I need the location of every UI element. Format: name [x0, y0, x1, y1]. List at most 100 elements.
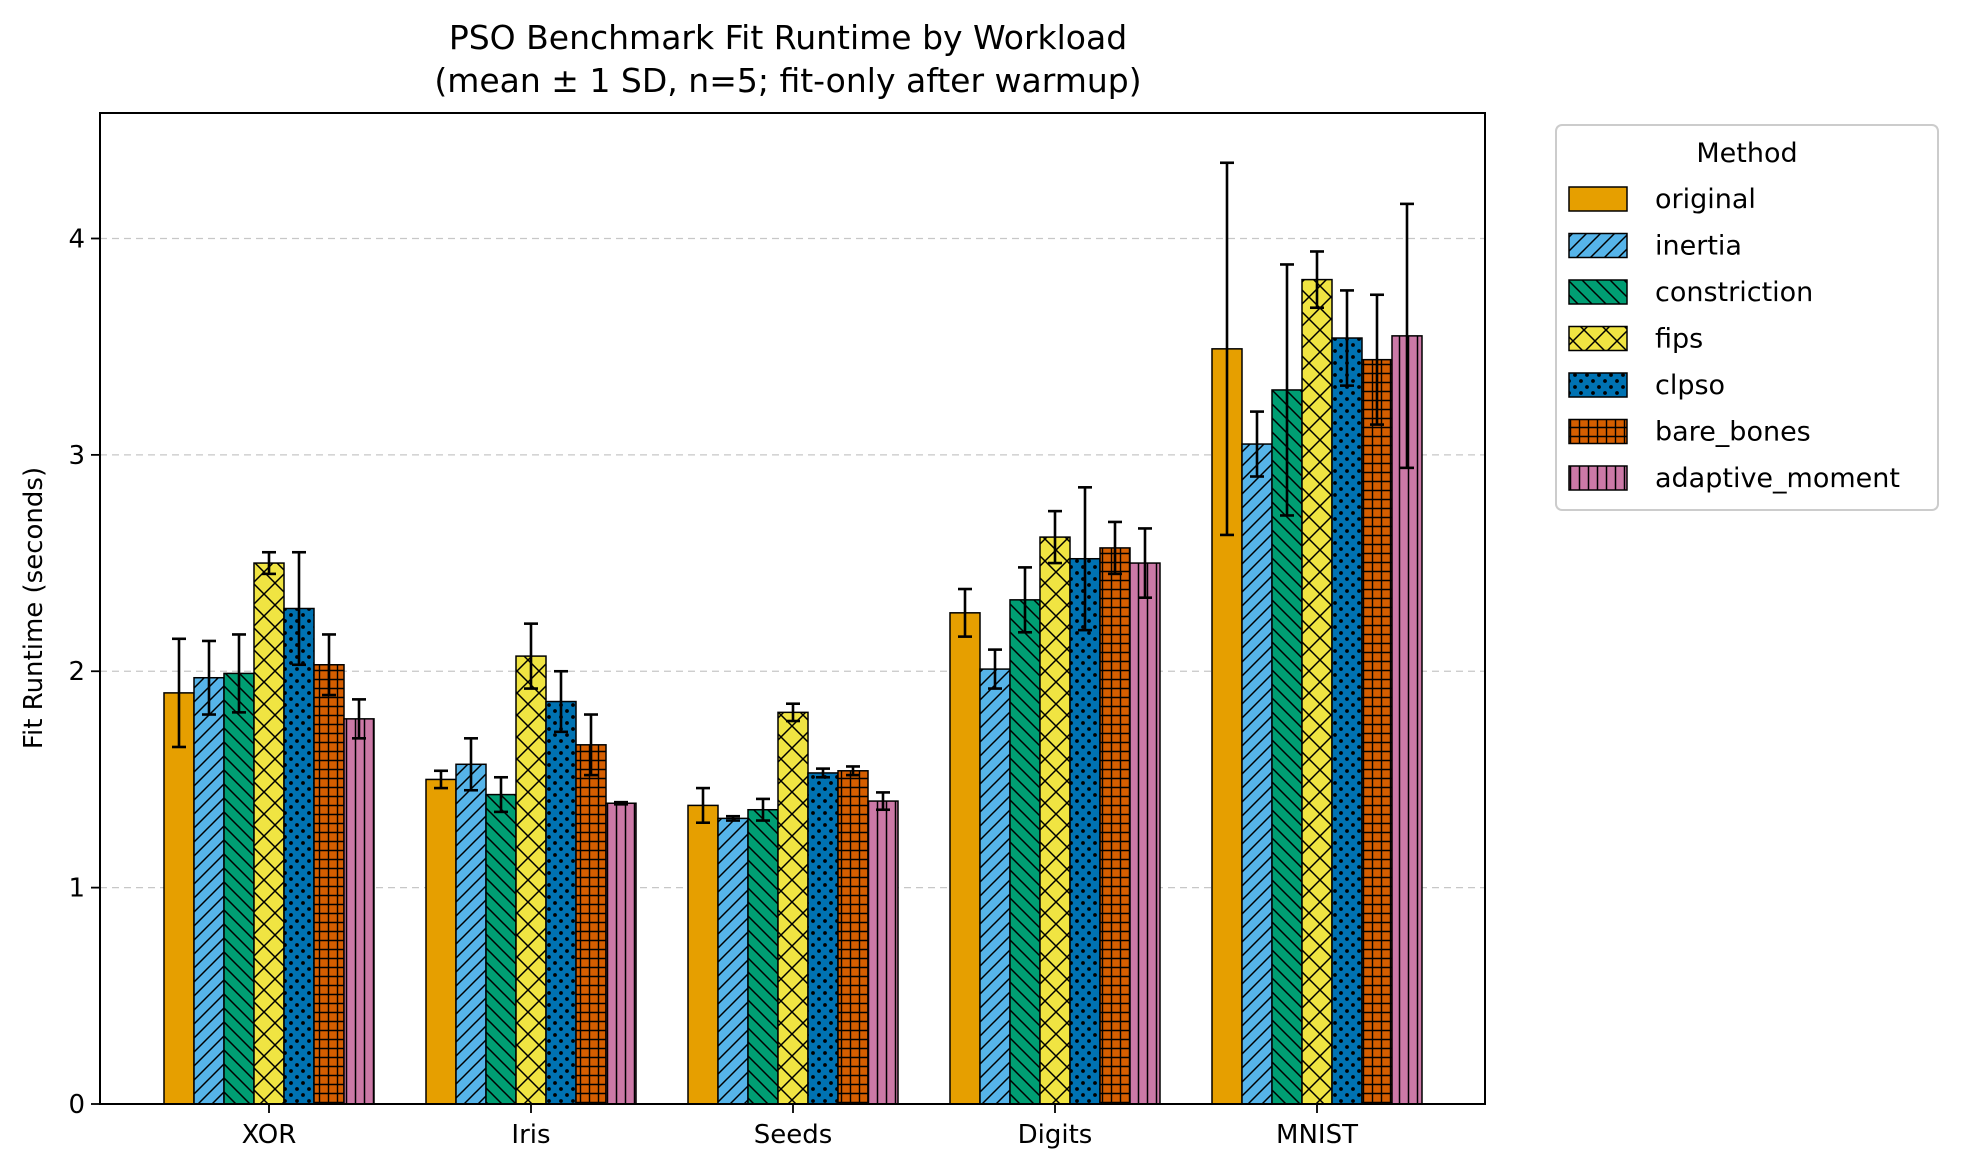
error-bar [1108, 520, 1122, 576]
bar-clpso-hatch [284, 608, 314, 1104]
legend-swatch-hatch [1569, 326, 1627, 351]
error-bar [554, 669, 568, 734]
bar-clpso-hatch [1332, 338, 1362, 1104]
legend-item: fips [1568, 324, 1703, 355]
error-bar [1078, 486, 1092, 632]
legend-item: original [1568, 184, 1756, 215]
bar-bare-bones-hatch [314, 664, 344, 1104]
error-bar [1400, 202, 1414, 470]
legend-label: adaptive_moment [1655, 463, 1900, 494]
bar-adaptive-moment-hatch [344, 718, 374, 1104]
bar-constriction-hatch [1010, 599, 1040, 1104]
bar-inertia-hatch [1242, 444, 1272, 1105]
y-tick-label: 0 [68, 1090, 85, 1120]
bar-inertia-hatch [718, 818, 748, 1104]
legend-swatch-hatch [1569, 419, 1627, 444]
bar-fips-hatch [1040, 537, 1070, 1104]
error-bar [816, 767, 830, 779]
bar-original [688, 805, 718, 1104]
error-bar [1138, 527, 1152, 599]
legend: Method original inertia constriction fips cl… [1555, 124, 1939, 511]
bar-bare-bones-hatch [838, 770, 868, 1104]
y-tick-label: 2 [68, 657, 85, 687]
bars [163, 278, 1423, 1105]
error-bar [726, 814, 740, 822]
legend-label: bare_bones [1655, 417, 1811, 448]
legend-item: inertia [1568, 231, 1742, 262]
legend-swatch-outline [1568, 186, 1628, 212]
error-bar [434, 769, 448, 790]
legend-label: fips [1655, 324, 1703, 355]
error-bar [464, 737, 478, 792]
legend-item: constriction [1568, 277, 1813, 308]
bar-constriction-hatch [486, 794, 516, 1104]
legend-frame [1555, 124, 1939, 511]
error-bar [262, 550, 276, 576]
legend-swatch-hatch [1569, 233, 1627, 258]
x-axis-ticks: XOR Iris Seeds Digits MNIST [242, 1104, 1358, 1150]
error-bar [172, 637, 186, 749]
error-bar [1310, 250, 1324, 310]
legend-item: bare_bones [1568, 417, 1811, 448]
bar-fips-hatch [778, 712, 808, 1104]
legend-label: original [1655, 184, 1756, 215]
error-bar [1340, 289, 1354, 387]
error-bar [696, 786, 710, 825]
legend-items: original inertia constriction fips clpso bare… [1568, 184, 1900, 494]
error-bar [292, 550, 306, 667]
error-bar [322, 633, 336, 697]
x-tick-label: Seeds [754, 1120, 833, 1150]
legend-swatch-outline [1568, 372, 1628, 398]
bar-inertia-hatch [456, 764, 486, 1104]
bar-adaptive-moment-hatch [606, 803, 636, 1104]
bar-bare-bones-hatch [1362, 359, 1392, 1105]
error-bar [1280, 263, 1294, 517]
chart-title: PSO Benchmark Fit Runtime by Workload [449, 18, 1127, 57]
error-bar [524, 622, 538, 690]
legend-label: constriction [1655, 277, 1813, 308]
bar-constriction-hatch [224, 673, 254, 1104]
bar-bare-bones-hatch [576, 744, 606, 1104]
y-axis-label: Fit Runtime (seconds) [19, 467, 49, 749]
x-tick-label: Digits [1018, 1120, 1093, 1150]
legend-label: inertia [1655, 231, 1742, 262]
bar-bare-bones-hatch [1100, 547, 1130, 1104]
legend-swatch-outline [1568, 325, 1628, 352]
error-bar [988, 648, 1002, 690]
error-bar [846, 765, 860, 777]
error-bar [494, 775, 508, 814]
legend-swatch-hatch [1569, 280, 1627, 304]
error-bar [1048, 509, 1062, 565]
error-bar [202, 639, 216, 716]
bar-fips-hatch [516, 656, 546, 1104]
bar-original [950, 612, 980, 1104]
error-bar [876, 791, 890, 812]
y-tick-label: 4 [68, 224, 85, 254]
chart-subtitle: (mean ± 1 SD, n=5; fit-only after warmup… [434, 61, 1141, 100]
legend-swatch-outline [1568, 279, 1628, 305]
y-axis-ticks: 0 1 2 3 4 [68, 224, 100, 1120]
legend-swatch-outline [1568, 232, 1628, 259]
chart-title-group: PSO Benchmark Fit Runtime by Workload (m… [434, 18, 1141, 100]
bar-fips-hatch [254, 563, 284, 1104]
error-bar [786, 702, 800, 723]
legend-title: Method [1696, 138, 1797, 169]
bar-adaptive-moment-hatch [1130, 563, 1160, 1104]
bar-inertia-hatch [194, 677, 224, 1104]
error-bar [352, 698, 366, 740]
legend-swatch-hatch [1569, 466, 1627, 490]
error-bar [614, 800, 628, 806]
bar-clpso-hatch [808, 772, 838, 1104]
error-bar [232, 633, 246, 714]
error-bar [1250, 410, 1264, 478]
x-tick-label: MNIST [1276, 1120, 1358, 1150]
x-tick-label: XOR [242, 1120, 297, 1150]
error-bars [172, 161, 1414, 825]
bar-fips-hatch [1302, 279, 1332, 1105]
bar-constriction-hatch [748, 809, 778, 1104]
error-bar [584, 713, 598, 777]
bar-original [164, 692, 194, 1104]
legend-swatch [1569, 187, 1627, 211]
legend-label: clpso [1655, 370, 1725, 401]
